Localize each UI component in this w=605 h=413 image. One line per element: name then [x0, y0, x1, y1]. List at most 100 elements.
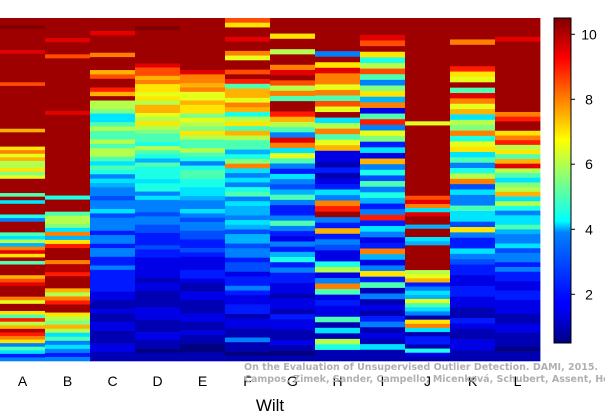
heatmap-cell-L-22	[495, 205, 541, 211]
heatmap-cell-D-15	[135, 125, 181, 130]
heatmap-cell-F-41	[225, 243, 271, 249]
heatmap-cell-L-5	[495, 121, 541, 132]
heatmap-cell-D-13	[135, 117, 181, 122]
heatmap-cell-K-1	[450, 39, 496, 46]
heatmap-cell-B-26	[45, 304, 91, 313]
heatmap-cell-H-13	[315, 123, 361, 129]
heatmap-cell-K-5	[450, 76, 496, 83]
heatmap-cell-K-28	[450, 205, 496, 212]
heatmap-cell-K-18	[450, 146, 496, 153]
heatmap-cell-B-32	[45, 332, 91, 338]
heatmap-cell-A-5	[0, 82, 46, 87]
heatmap-cell-E-30	[180, 239, 226, 249]
heatmap-cell-F-17	[225, 116, 271, 122]
heatmap-cell-L-3	[495, 111, 541, 117]
heatmap-cell-I-10	[360, 85, 406, 92]
heatmap-cell-F-12	[225, 88, 271, 99]
heatmap-cell-K-43	[450, 323, 496, 330]
heatmap-cell-H-45	[315, 316, 361, 323]
heatmap-cell-K-29	[450, 210, 496, 222]
heatmap-cell-A-2	[0, 28, 46, 51]
heatmap-cell-K-11	[450, 109, 496, 115]
heatmap-cell-G-38	[270, 246, 316, 253]
heatmap-cell-A-53	[0, 350, 46, 355]
heatmap-cell-B-16	[45, 243, 91, 249]
heatmap-cell-E-38	[180, 300, 226, 314]
heatmap-cell-F-1	[225, 22, 271, 28]
heatmap-cell-L-34	[495, 281, 541, 291]
heatmap-cell-E-31	[180, 248, 226, 253]
heatmap-cell-A-8	[0, 132, 46, 147]
heatmap-cell-F-19	[225, 126, 271, 132]
heatmap-cell-G-0	[270, 18, 316, 34]
heatmap-cell-J-19	[405, 290, 451, 296]
heatmap-cell-I-54	[360, 332, 406, 339]
heatmap-cell-E-28	[180, 222, 226, 232]
heatmap-cell-G-32	[270, 215, 316, 221]
heatmap-cell-L-21	[495, 201, 541, 207]
x-tick-label-I: I	[381, 373, 385, 389]
heatmap-cell-E-24	[180, 200, 226, 210]
heatmap-cell-J-33	[405, 352, 451, 358]
heatmap-cell-H-2	[315, 56, 361, 63]
heatmap-cell-A-29	[0, 246, 46, 251]
heatmap-cell-K-0	[450, 18, 496, 40]
heatmap-cell-E-17	[180, 156, 226, 162]
heatmap-cell-K-26	[450, 189, 496, 196]
heatmap-cell-J-31	[405, 344, 451, 349]
heatmap-cell-H-3	[315, 62, 361, 69]
watermark-line-2: Campos, Zimek, Sander, Campello, Micenko…	[244, 374, 605, 385]
heatmap-cell-F-13	[225, 97, 271, 103]
heatmap-cell-I-29	[360, 192, 406, 199]
heatmap-cell-F-22	[225, 140, 271, 150]
heatmap-cell-F-30	[225, 182, 271, 188]
heatmap-cell-C-40	[90, 291, 136, 301]
heatmap-cell-L-16	[495, 177, 541, 183]
heatmap-cell-L-15	[495, 173, 541, 179]
heatmap-cell-A-46	[0, 325, 46, 330]
heatmap-cell-A-54	[0, 353, 46, 358]
heatmap-cell-F-33	[225, 196, 271, 202]
heatmap-cell-B-34	[45, 340, 91, 346]
heatmap-cell-D-23	[135, 162, 181, 168]
heatmap-cell-J-16	[405, 278, 451, 283]
heatmap-cell-K-23	[450, 173, 496, 180]
heatmap-cell-E-39	[180, 313, 226, 323]
heatmap-cell-J-11	[405, 237, 451, 242]
colorbar-tick-label-4: 4	[585, 221, 593, 237]
heatmap-cell-A-24	[0, 221, 46, 233]
heatmap-cell-F-8	[225, 69, 271, 75]
heatmap-cell-J-20	[405, 294, 451, 300]
heatmap-cell-G-49	[270, 319, 316, 331]
heatmap-cell-H-48	[315, 333, 361, 340]
heatmap-cell-L-33	[495, 271, 541, 282]
heatmap-cell-G-40	[270, 257, 316, 263]
heatmap-cell-F-2	[225, 27, 271, 38]
heatmap-cell-C-20	[90, 156, 136, 162]
heatmap-cell-I-42	[360, 265, 406, 272]
heatmap-cell-G-41	[270, 262, 316, 268]
heatmap-cell-B-4	[45, 58, 91, 112]
x-tick-labels: A B C D E F G H I J K L	[18, 373, 522, 389]
heatmap-cell-L-31	[495, 262, 541, 268]
heatmap-cell-G-24	[270, 168, 316, 175]
heatmap-cell-L-6	[495, 130, 541, 136]
x-tick-label-G: G	[287, 373, 298, 389]
heatmap-cell-J-10	[405, 228, 451, 238]
heatmap-cell-I-25	[360, 169, 406, 176]
heatmap-cell-C-10	[90, 96, 136, 101]
heatmap-cell-E-8	[180, 113, 226, 119]
colorbar-tick-label-6: 6	[585, 156, 593, 172]
heatmap-cell-A-26	[0, 235, 46, 240]
heatmap-cell-D-17	[135, 133, 181, 143]
heatmap-cell-B-17	[45, 248, 91, 261]
heatmap-cell-H-50	[315, 344, 361, 351]
heatmap-cell-J-18	[405, 286, 451, 292]
heatmap-cell-E-0	[180, 18, 226, 71]
heatmap-cell-E-44	[180, 352, 226, 362]
heatmap-cell-H-34	[315, 244, 361, 251]
heatmap-cell-K-27	[450, 194, 496, 206]
x-tick-label-D: D	[152, 373, 162, 389]
heatmap-cell-I-7	[360, 68, 406, 75]
